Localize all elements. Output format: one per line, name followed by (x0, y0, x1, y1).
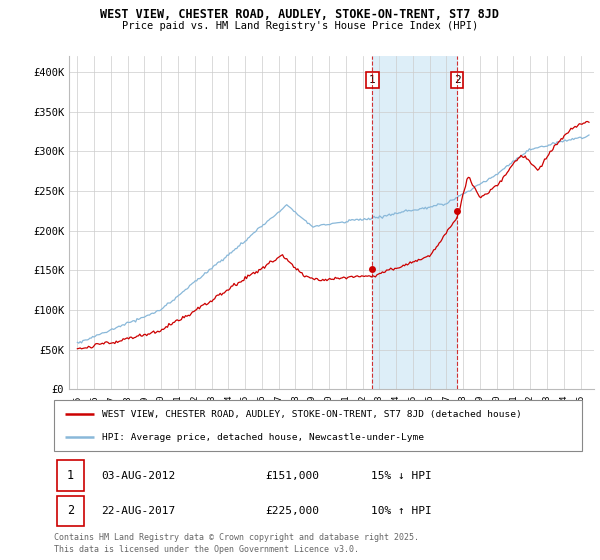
Bar (56, 496, 84, 526)
Text: 03-AUG-2012: 03-AUG-2012 (101, 471, 176, 480)
Bar (373, 56, 457, 389)
Text: 15% ↓ HPI: 15% ↓ HPI (371, 471, 431, 480)
Text: This data is licensed under the Open Government Licence v3.0.: This data is licensed under the Open Gov… (54, 545, 359, 554)
Text: 1: 1 (369, 75, 376, 85)
Text: 22-AUG-2017: 22-AUG-2017 (101, 506, 176, 516)
Text: HPI: Average price, detached house, Newcastle-under-Lyme: HPI: Average price, detached house, Newc… (101, 433, 424, 442)
Text: Price paid vs. HM Land Registry's House Price Index (HPI): Price paid vs. HM Land Registry's House … (122, 21, 478, 31)
Bar (56, 460, 84, 491)
Text: 10% ↑ HPI: 10% ↑ HPI (371, 506, 431, 516)
Text: 2: 2 (67, 505, 74, 517)
Text: 1: 1 (67, 469, 74, 482)
Text: 2: 2 (454, 75, 461, 85)
Text: £225,000: £225,000 (265, 506, 319, 516)
Text: £151,000: £151,000 (265, 471, 319, 480)
Text: WEST VIEW, CHESTER ROAD, AUDLEY, STOKE-ON-TRENT, ST7 8JD: WEST VIEW, CHESTER ROAD, AUDLEY, STOKE-O… (101, 8, 499, 21)
Text: WEST VIEW, CHESTER ROAD, AUDLEY, STOKE-ON-TRENT, ST7 8JD (detached house): WEST VIEW, CHESTER ROAD, AUDLEY, STOKE-O… (101, 409, 521, 418)
Text: Contains HM Land Registry data © Crown copyright and database right 2025.: Contains HM Land Registry data © Crown c… (54, 533, 419, 542)
